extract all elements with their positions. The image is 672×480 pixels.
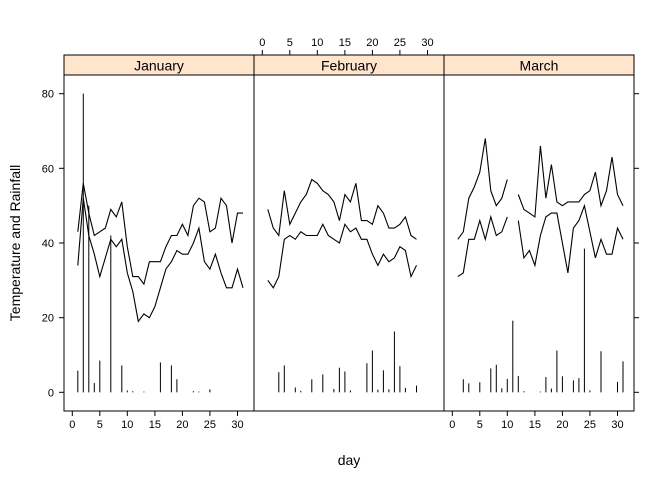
x-tick-label: 25 [204,419,216,431]
series-line-3 [517,203,624,273]
y-tick-label: 80 [42,89,54,101]
y-axis-title: Temperature and Rainfall [7,165,23,321]
x-tick-label: 20 [366,37,378,49]
y-tick-label: 40 [42,238,54,250]
panel-january: January 0 5 10 15 20 25 30 [63,54,255,431]
series-line-2 [457,214,508,278]
x-tick-label: 0 [69,419,75,431]
x-tick-label: 20 [556,419,568,431]
x-tick-label: 25 [584,419,596,431]
panel-frame [63,74,255,412]
x-tick-label: 15 [339,37,351,49]
x-tick-label: 30 [421,37,433,49]
panel-march: March 0 5 10 15 20 25 30 [443,54,635,431]
series-line-0 [457,138,508,240]
series-line-0 [267,178,417,240]
panel-february: February 0 5 10 15 20 25 30 [253,37,445,412]
x-tick-label: 25 [394,37,406,49]
x-tick-label: 5 [287,37,293,49]
x-tick-label: 10 [311,37,323,49]
x-axis-title: day [338,452,361,468]
strip-label: March [520,58,559,74]
panel-frame [253,74,445,412]
series-line-1 [77,198,244,323]
x-tick-label: 20 [176,419,188,431]
y-tick-label: 0 [48,387,54,399]
y-tick-label: 60 [42,163,54,175]
y-tick-label: 20 [42,313,54,325]
x-tick-label: 0 [449,419,455,431]
x-tick-label: 5 [97,419,103,431]
series-line-0 [77,183,243,286]
x-tick-label: 30 [231,419,243,431]
x-tick-label: 30 [611,419,623,431]
series-line-1 [517,145,624,218]
x-tick-label: 15 [529,419,541,431]
series-line-1 [267,223,417,289]
x-tick-label: 10 [501,419,513,431]
x-tick-label: 10 [121,419,133,431]
strip-label: February [321,58,377,74]
x-tick-label: 5 [477,419,483,431]
strip-label: January [134,58,184,74]
x-tick-label: 15 [149,419,161,431]
x-tick-label: 0 [259,37,265,49]
